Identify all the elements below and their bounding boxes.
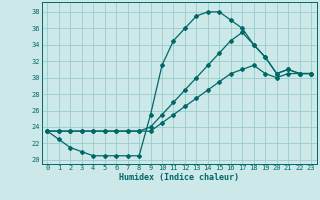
X-axis label: Humidex (Indice chaleur): Humidex (Indice chaleur) (119, 173, 239, 182)
